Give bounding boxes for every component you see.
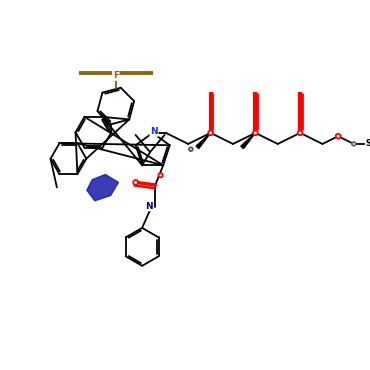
Circle shape [298, 131, 302, 135]
Text: F: F [113, 71, 119, 80]
Text: N: N [150, 127, 158, 136]
Circle shape [158, 173, 163, 177]
Text: N: N [145, 202, 152, 211]
Circle shape [253, 131, 258, 135]
Circle shape [352, 142, 356, 146]
Circle shape [133, 180, 138, 185]
Circle shape [189, 147, 193, 151]
Text: S: S [366, 139, 370, 148]
Polygon shape [241, 133, 255, 149]
Polygon shape [196, 133, 211, 149]
Circle shape [336, 134, 340, 138]
Polygon shape [87, 175, 118, 201]
Circle shape [208, 131, 213, 135]
